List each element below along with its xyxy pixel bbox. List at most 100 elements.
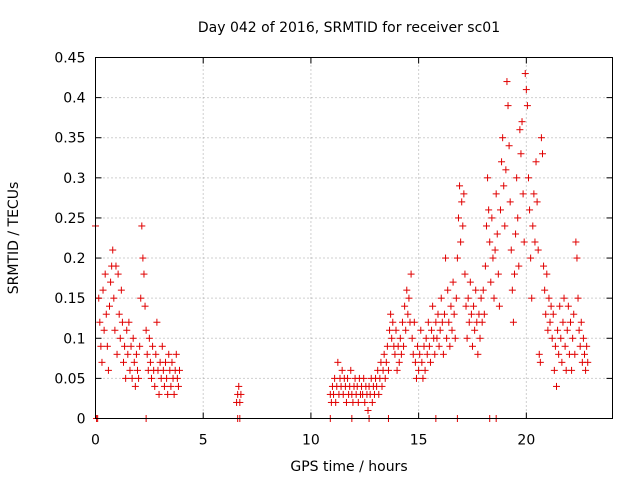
data-point (97, 342, 105, 350)
data-point (481, 262, 489, 270)
data-point (354, 398, 362, 406)
data-point (470, 302, 478, 310)
data-point (428, 326, 436, 334)
data-point (474, 350, 482, 358)
data-point (461, 270, 469, 278)
data-point (132, 350, 140, 358)
data-point (466, 278, 474, 286)
data-point (494, 270, 502, 278)
data-point (388, 334, 396, 342)
data-point (503, 78, 511, 86)
data-point (134, 366, 142, 374)
data-point (237, 390, 245, 398)
data-point (513, 174, 521, 182)
data-point (424, 318, 432, 326)
data-point (168, 358, 176, 366)
data-point (557, 334, 565, 342)
data-point (546, 318, 554, 326)
data-point (534, 246, 542, 254)
data-point (170, 390, 178, 398)
data-point (573, 254, 581, 262)
y-tick-label: 0 (77, 412, 86, 428)
data-point (544, 326, 552, 334)
data-point (380, 350, 388, 358)
data-point (409, 350, 417, 358)
data-point (347, 366, 355, 374)
data-point (445, 318, 453, 326)
data-point (435, 342, 443, 350)
data-point (99, 286, 107, 294)
data-point (447, 302, 455, 310)
data-point (165, 350, 173, 358)
data-point (172, 350, 180, 358)
data-point (498, 158, 506, 166)
data-point (569, 334, 577, 342)
data-point (530, 190, 538, 198)
data-point (422, 334, 430, 342)
data-point (419, 374, 427, 382)
data-point (444, 286, 452, 294)
data-point (148, 374, 156, 382)
data-point (407, 270, 415, 278)
grid-layer (95, 57, 613, 419)
data-point (411, 358, 419, 366)
data-point (236, 398, 244, 406)
data-point (125, 318, 133, 326)
data-point (418, 358, 426, 366)
data-point (479, 286, 487, 294)
data-point (375, 390, 383, 398)
data-point (570, 310, 578, 318)
y-tick-label: 0.1 (63, 331, 85, 347)
data-point (417, 326, 425, 334)
data-point (398, 318, 406, 326)
data-point (410, 318, 418, 326)
data-point (533, 198, 541, 206)
data-point (437, 294, 445, 302)
data-point (476, 334, 484, 342)
x-axis-label: GPS time / hours (290, 459, 407, 475)
data-point (135, 374, 143, 382)
data-point (393, 366, 401, 374)
data-point (514, 214, 522, 222)
data-point (159, 366, 167, 374)
data-point (115, 310, 123, 318)
data-point (103, 342, 111, 350)
data-point (480, 310, 488, 318)
data-point (505, 142, 513, 150)
data-point (556, 302, 564, 310)
data-point (382, 358, 390, 366)
data-point (536, 358, 544, 366)
data-point (344, 374, 352, 382)
data-point (389, 318, 397, 326)
data-point (507, 246, 515, 254)
data-point (149, 342, 157, 350)
data-point (403, 286, 411, 294)
data-point (495, 302, 503, 310)
data-point (423, 350, 431, 358)
data-point (386, 326, 394, 334)
data-point (506, 198, 514, 206)
data-point (527, 254, 535, 262)
data-point (112, 262, 120, 270)
x-tick-label: 20 (517, 433, 535, 449)
data-point (118, 318, 126, 326)
data-point (342, 398, 350, 406)
data-point (519, 190, 527, 198)
data-point (153, 318, 161, 326)
data-point (571, 350, 579, 358)
data-point (568, 366, 576, 374)
data-point (129, 334, 137, 342)
data-point (414, 342, 422, 350)
y-tick-label: 0.2 (63, 251, 85, 267)
data-point (176, 366, 184, 374)
data-point (535, 350, 543, 358)
data-point (478, 318, 486, 326)
data-point (512, 230, 520, 238)
data-point (443, 334, 451, 342)
data-point (127, 342, 135, 350)
data-point (452, 294, 460, 302)
data-point (126, 366, 134, 374)
data-point (421, 366, 429, 374)
